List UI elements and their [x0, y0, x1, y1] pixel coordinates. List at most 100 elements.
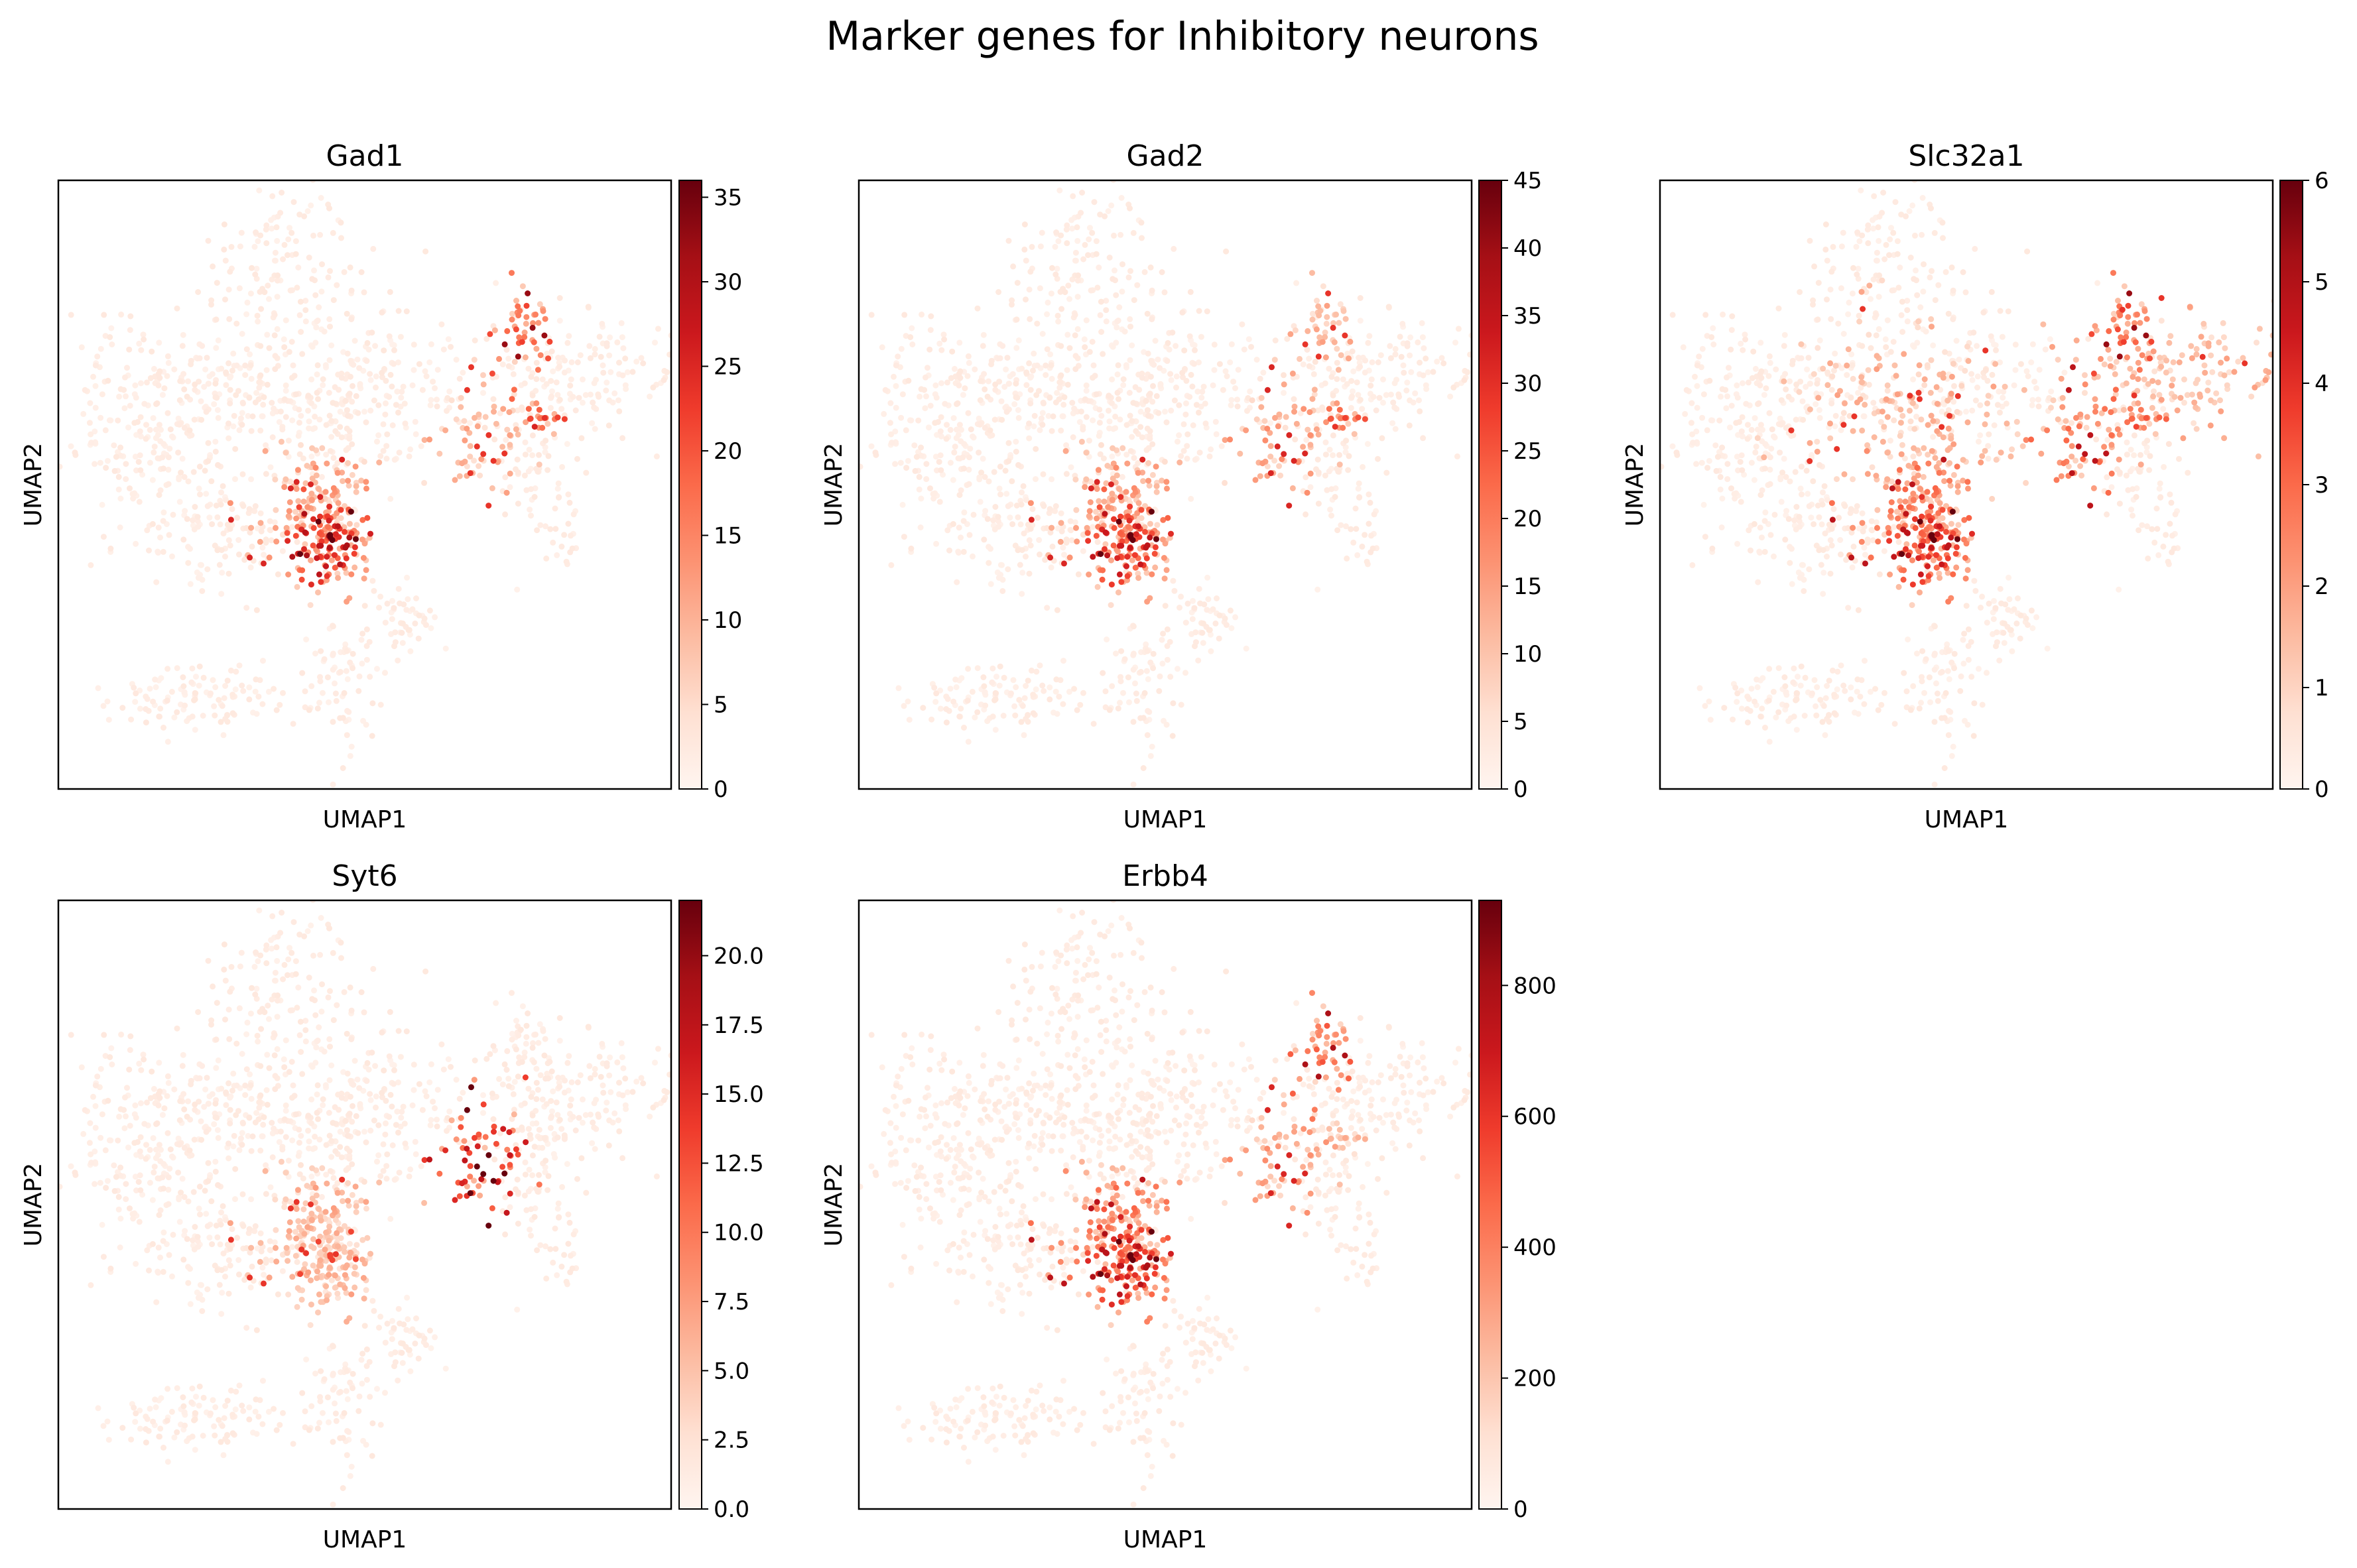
scatter-point — [1330, 324, 1336, 331]
scatter-point — [1840, 682, 1847, 689]
scatter-point — [1322, 333, 1328, 340]
scatter-point — [909, 341, 916, 347]
scatter-point — [2069, 453, 2075, 460]
scatter-point — [421, 615, 428, 622]
scatter-point — [1175, 438, 1180, 445]
scatter-point — [258, 306, 265, 312]
scatter-point — [271, 405, 277, 412]
scatter-point — [203, 408, 210, 415]
scatter-point — [434, 403, 440, 410]
scatter-point — [1109, 453, 1115, 459]
scatter-point — [1126, 390, 1133, 396]
scatter-point — [1096, 406, 1103, 413]
scatter-point — [1752, 365, 1759, 372]
scatter-point — [2093, 436, 2100, 443]
scatter-point — [92, 461, 98, 467]
scatter-point — [1044, 346, 1051, 353]
scatter-point — [964, 697, 971, 704]
scatter-point — [2125, 314, 2132, 320]
scatter-point — [1135, 570, 1141, 577]
scatter-point — [1810, 478, 1816, 485]
scatter-point — [1807, 406, 1813, 412]
scatter-point — [1898, 312, 1905, 318]
scatter-point — [1883, 396, 1889, 402]
scatter-point — [1752, 449, 1759, 455]
scatter-point — [1005, 566, 1011, 573]
scatter-point — [1874, 257, 1879, 264]
scatter-point — [1178, 701, 1184, 708]
scatter-point — [423, 373, 430, 379]
scatter-point — [1814, 684, 1820, 690]
scatter-point — [1778, 421, 1785, 428]
scatter-point — [1807, 381, 1813, 387]
scatter-point — [1108, 481, 1114, 487]
scatter-point — [1346, 453, 1352, 459]
scatter-point — [346, 391, 353, 397]
scatter-point — [1344, 381, 1350, 387]
scatter-point — [333, 697, 340, 704]
scatter-point — [1933, 680, 1939, 687]
scatter-point — [133, 394, 139, 401]
scatter-point — [987, 546, 993, 552]
scatter-point — [247, 351, 253, 357]
scatter-point — [369, 330, 375, 336]
scatter-point — [1108, 202, 1115, 209]
scatter-point — [72, 450, 78, 456]
scatter-point — [165, 481, 172, 487]
scatter-point — [1043, 362, 1049, 369]
scatter-point — [1145, 676, 1151, 682]
scatter-point — [222, 683, 229, 689]
scatter-point — [1095, 467, 1102, 473]
scatter-point — [275, 571, 281, 577]
scatter-point — [298, 442, 304, 448]
scatter-point — [383, 400, 389, 406]
scatter-point — [995, 289, 1002, 295]
scatter-point — [1073, 507, 1080, 513]
scatter-point — [387, 495, 394, 502]
scatter-point — [1137, 561, 1144, 568]
scatter-point — [411, 367, 417, 373]
scatter-point — [926, 424, 932, 431]
scatter-point — [147, 426, 153, 433]
scatter-point — [2208, 397, 2214, 404]
scatter-point — [1928, 357, 1935, 363]
scatter-point — [236, 662, 243, 669]
scatter-point — [2050, 397, 2057, 404]
scatter-point — [1284, 335, 1291, 342]
scatter-point — [1039, 682, 1046, 689]
scatter-point — [537, 301, 543, 308]
scatter-point — [1045, 412, 1052, 419]
scatter-point — [1941, 765, 1948, 771]
scatter-point — [1186, 394, 1193, 400]
scatter-point — [1222, 615, 1228, 622]
scatter-point — [2135, 359, 2141, 366]
scatter-point — [1767, 466, 1773, 473]
scatter-point — [521, 380, 528, 387]
scatter-point — [932, 453, 939, 460]
scatter-point — [1056, 187, 1063, 194]
scatter-point — [2189, 391, 2195, 398]
scatter-point — [1159, 636, 1165, 643]
scatter-point — [308, 376, 315, 383]
scatter-point — [1064, 367, 1070, 373]
scatter-point — [1129, 557, 1135, 564]
scatter-point — [1699, 345, 1706, 352]
scatter-point — [593, 377, 600, 383]
scatter-point — [944, 379, 950, 386]
scatter-point — [1257, 375, 1263, 382]
scatter-point — [1054, 607, 1060, 613]
scatter-point — [1911, 276, 1917, 282]
scatter-point — [1869, 527, 1876, 534]
scatter-point — [1874, 249, 1880, 256]
scatter-point — [1125, 674, 1131, 681]
scatter-point — [972, 366, 978, 373]
scatter-point — [1858, 187, 1864, 194]
scatter-point — [1351, 431, 1358, 438]
scatter-point — [529, 392, 536, 398]
scatter-point — [1198, 333, 1204, 340]
scatter-point — [1881, 424, 1887, 430]
scatter-point — [306, 255, 312, 261]
scatter-point — [426, 607, 433, 614]
scatter-point — [1988, 288, 1995, 295]
scatter-point — [345, 412, 351, 419]
